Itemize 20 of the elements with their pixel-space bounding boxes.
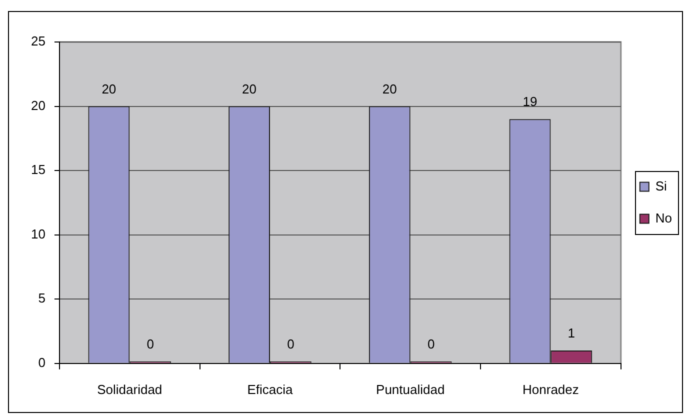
- data-label: 0: [287, 336, 294, 352]
- y-tick-label: 10: [30, 226, 46, 242]
- data-label: 0: [146, 336, 154, 352]
- legend-label: Si: [655, 178, 668, 194]
- y-tick-label: 20: [30, 98, 46, 113]
- data-label: 20: [242, 81, 257, 96]
- data-label: 20: [102, 81, 116, 96]
- x-tick-label: Solidaridad: [97, 382, 162, 397]
- x-tick-label: Eficacia: [247, 382, 294, 397]
- y-tick-label: 0: [38, 354, 46, 370]
- x-tick-label: Honradez: [522, 382, 579, 397]
- data-label: 20: [382, 81, 397, 96]
- data-label: 1: [568, 326, 576, 341]
- y-tick-label: 5: [38, 290, 46, 306]
- data-label: 19: [522, 94, 538, 110]
- legend-label: No: [655, 210, 672, 226]
- y-tick-label: 15: [30, 162, 46, 178]
- data-label: 0: [427, 336, 435, 352]
- y-tick-label: 25: [30, 34, 46, 49]
- x-tick-label: Puntualidad: [376, 382, 445, 397]
